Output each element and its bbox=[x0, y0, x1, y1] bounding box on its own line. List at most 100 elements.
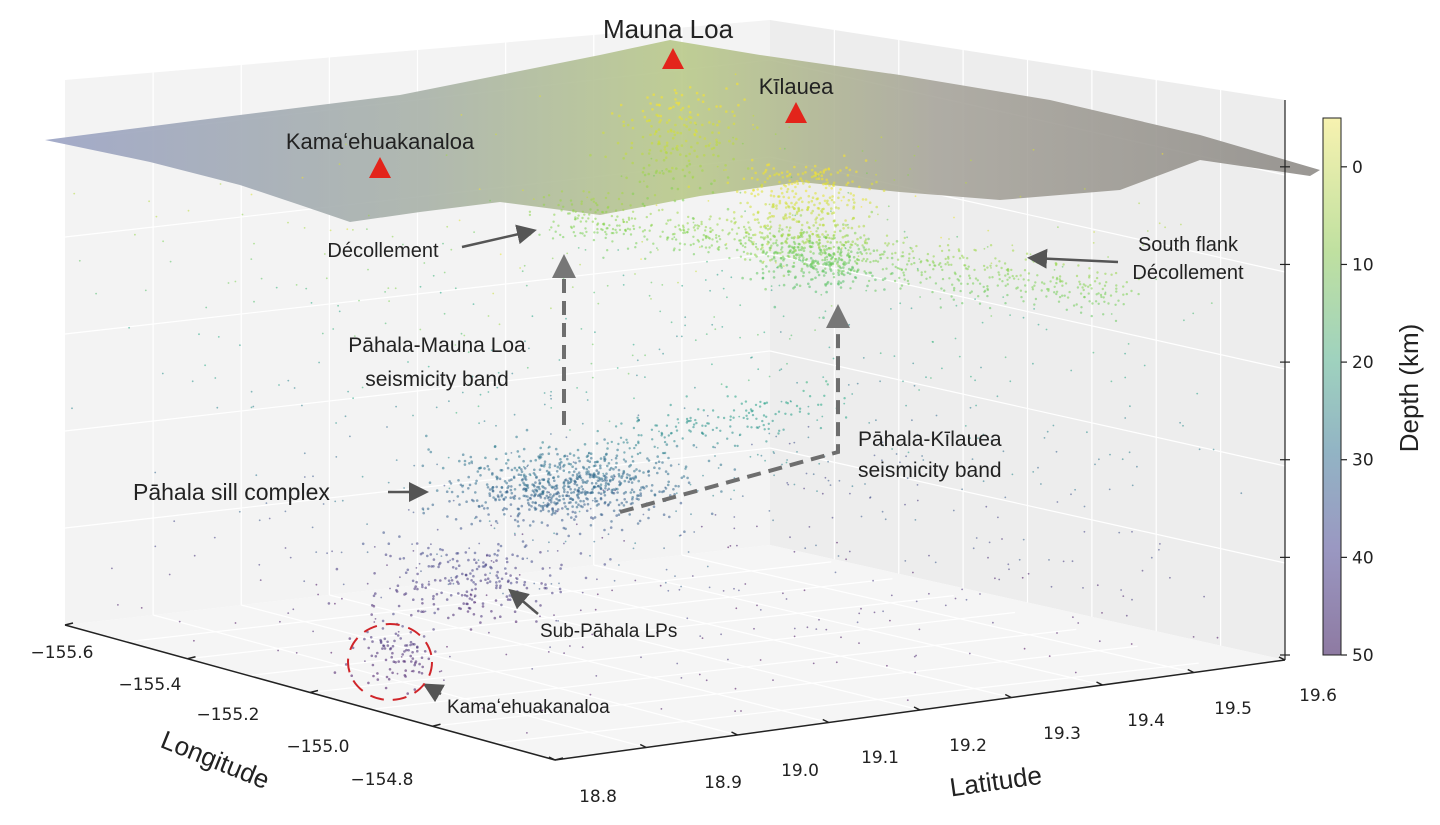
seismic-point bbox=[466, 577, 469, 581]
seismic-point bbox=[616, 491, 619, 494]
seismic-point bbox=[919, 281, 922, 284]
seismic-point bbox=[676, 187, 680, 191]
colorbar-label: Depth (km) bbox=[1394, 324, 1424, 453]
seismic-point bbox=[615, 231, 618, 234]
seismic-point bbox=[1032, 471, 1035, 473]
seismic-point bbox=[694, 339, 697, 342]
seismic-point bbox=[539, 492, 542, 496]
seismic-point bbox=[455, 411, 458, 414]
seismic-point bbox=[844, 224, 848, 227]
seismic-point bbox=[457, 582, 460, 585]
seismic-point bbox=[563, 455, 566, 458]
seismic-point bbox=[816, 227, 820, 230]
volcano-marker-kilauea[interactable] bbox=[785, 102, 807, 123]
seismic-point bbox=[802, 274, 805, 278]
seismic-point bbox=[711, 238, 714, 241]
seismic-point bbox=[636, 359, 639, 362]
seismic-point bbox=[1087, 285, 1090, 288]
seismic-point bbox=[420, 672, 424, 675]
seismic-point bbox=[1055, 290, 1059, 293]
seismic-point bbox=[1045, 295, 1048, 298]
seismic-point bbox=[650, 223, 653, 227]
seismic-point bbox=[586, 497, 589, 501]
seismic-point bbox=[655, 159, 658, 162]
seismic-point bbox=[827, 460, 829, 463]
x-tick-mark bbox=[554, 757, 564, 761]
seismic-point bbox=[805, 381, 808, 384]
seismic-point bbox=[907, 451, 910, 454]
seismic-point bbox=[821, 492, 824, 495]
seismic-point bbox=[742, 416, 745, 420]
seismic-point bbox=[1100, 295, 1103, 299]
seismic-point bbox=[559, 567, 562, 570]
seismic-point bbox=[640, 656, 642, 659]
volcano-marker-kamaehuakanaloa[interactable] bbox=[369, 157, 391, 178]
seismic-point bbox=[391, 644, 395, 648]
seismic-point bbox=[488, 554, 491, 557]
arrow-south-flank bbox=[1027, 248, 1119, 269]
seismic-point bbox=[395, 459, 398, 461]
seismic-point bbox=[760, 454, 763, 457]
seismic-point bbox=[1072, 616, 1074, 618]
seismic-point bbox=[749, 228, 752, 231]
seismic-point bbox=[599, 492, 603, 496]
seismic-point bbox=[807, 194, 811, 198]
seismic-point bbox=[216, 406, 219, 409]
seismic-point bbox=[733, 489, 735, 492]
seismic-point bbox=[886, 244, 889, 247]
seismic-point bbox=[692, 423, 696, 426]
seismic-point bbox=[468, 462, 471, 465]
seismic-point bbox=[1058, 295, 1062, 299]
seismic-point bbox=[593, 540, 596, 543]
seismic-point bbox=[451, 566, 455, 569]
seismic-point bbox=[516, 590, 519, 593]
seismic-point bbox=[836, 171, 840, 174]
seismic-point bbox=[376, 678, 380, 681]
seismic-point bbox=[691, 175, 695, 179]
seismic-point bbox=[1022, 300, 1025, 303]
seismic-point bbox=[733, 238, 736, 241]
seismic-point bbox=[326, 552, 328, 555]
seismic-point bbox=[450, 576, 453, 579]
seismic-point bbox=[499, 615, 502, 618]
seismic-point bbox=[611, 240, 614, 243]
seismic-point bbox=[871, 274, 874, 278]
seismic-point bbox=[645, 119, 649, 123]
seismic-point bbox=[837, 555, 840, 557]
seismic-point bbox=[889, 619, 891, 622]
seismic-point bbox=[692, 253, 696, 256]
seismic-point bbox=[919, 296, 921, 298]
seismic-point bbox=[637, 414, 640, 417]
seismic-point bbox=[534, 481, 537, 484]
seismic-point bbox=[492, 292, 495, 295]
seismic-point bbox=[1032, 362, 1034, 365]
seismic-point bbox=[849, 287, 852, 290]
seismic-point bbox=[824, 263, 828, 266]
seismic-point bbox=[695, 421, 698, 425]
seismic-point bbox=[1059, 280, 1062, 283]
seismic-point bbox=[900, 255, 903, 258]
seismic-point bbox=[487, 315, 490, 317]
seismic-point bbox=[678, 228, 681, 231]
seismic-point bbox=[666, 238, 669, 241]
seismic-point bbox=[822, 207, 825, 211]
seismic-point bbox=[902, 380, 904, 383]
seismic-point bbox=[584, 493, 587, 496]
seismic-point bbox=[596, 593, 599, 596]
seismic-point bbox=[850, 226, 854, 230]
seismic-point bbox=[623, 479, 627, 483]
seismic-point bbox=[460, 332, 463, 335]
seismic-point bbox=[585, 472, 588, 476]
seismic-point bbox=[783, 147, 786, 150]
seismic-point bbox=[946, 244, 950, 247]
seismic-point bbox=[168, 573, 171, 576]
seismic-point bbox=[635, 497, 639, 501]
seismic-point bbox=[790, 182, 794, 186]
seismic-point bbox=[658, 104, 661, 107]
seismic-point bbox=[484, 456, 487, 460]
seismic-point bbox=[1020, 295, 1023, 299]
seismic-point bbox=[716, 165, 719, 168]
seismic-point bbox=[814, 329, 816, 331]
volcano-marker-mauna-loa[interactable] bbox=[662, 48, 684, 69]
seismic-point bbox=[847, 223, 849, 226]
